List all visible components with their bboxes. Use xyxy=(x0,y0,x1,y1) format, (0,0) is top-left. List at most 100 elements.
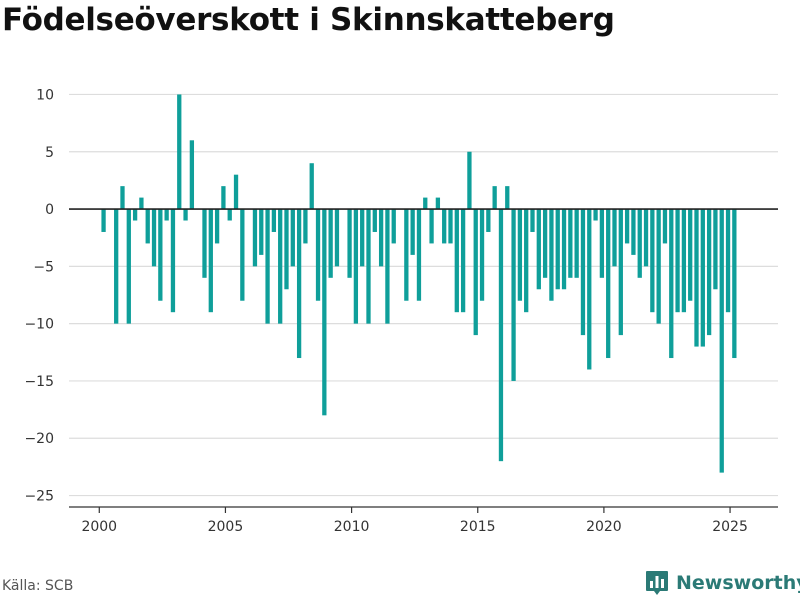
y-tick-label: 5 xyxy=(45,145,54,161)
bar xyxy=(732,209,737,359)
bar xyxy=(271,209,277,232)
bar xyxy=(631,209,636,255)
bar xyxy=(416,209,422,301)
bar xyxy=(309,163,314,210)
bar xyxy=(448,209,453,244)
y-tick-label: 0 xyxy=(45,202,54,218)
bar xyxy=(700,209,705,347)
bar xyxy=(132,209,138,221)
bar xyxy=(624,209,630,244)
bar xyxy=(252,209,258,267)
bar xyxy=(542,209,548,278)
bar xyxy=(612,209,617,267)
bar xyxy=(524,209,529,313)
bar xyxy=(561,209,567,290)
bar xyxy=(404,209,409,301)
bar xyxy=(227,209,232,221)
bar xyxy=(177,94,182,210)
bars xyxy=(101,94,737,473)
bar xyxy=(719,209,724,473)
bar xyxy=(378,209,384,267)
bar xyxy=(328,209,333,278)
bar xyxy=(410,209,415,255)
bar xyxy=(101,209,106,232)
bar xyxy=(322,209,327,416)
bar xyxy=(233,174,239,210)
x-tick-label: 2005 xyxy=(208,519,244,535)
bar xyxy=(372,209,377,232)
bar xyxy=(460,209,466,313)
bar xyxy=(555,209,560,290)
bar xyxy=(713,209,718,290)
bar xyxy=(479,209,485,301)
bar xyxy=(656,209,661,324)
bar xyxy=(360,209,365,267)
bar xyxy=(303,209,308,244)
x-tick-label: 2000 xyxy=(81,519,117,535)
bar xyxy=(473,209,478,336)
y-tick-label: −10 xyxy=(24,317,54,333)
bar xyxy=(151,209,157,267)
bar-chart-speech-bubble-icon xyxy=(646,571,668,595)
bar xyxy=(643,209,649,267)
bar xyxy=(637,209,642,278)
bar xyxy=(706,209,712,336)
bar xyxy=(423,197,428,210)
bar xyxy=(498,209,504,462)
bar xyxy=(467,151,472,210)
bar xyxy=(549,209,554,301)
bar xyxy=(442,209,447,244)
bar xyxy=(511,209,516,381)
bar xyxy=(530,209,535,232)
bar xyxy=(366,209,371,324)
bar xyxy=(145,209,150,244)
bar xyxy=(296,209,302,359)
bar xyxy=(580,209,586,336)
y-axis: 10 5 0 −5 −10 −15 −20 −25 xyxy=(24,87,54,504)
x-tick-label: 2020 xyxy=(586,519,622,535)
bar xyxy=(214,209,220,244)
bar xyxy=(385,209,390,324)
grid-lines xyxy=(69,93,778,497)
bar xyxy=(278,209,283,324)
y-tick-label: −5 xyxy=(33,259,54,275)
bar xyxy=(284,209,289,290)
chart-title: Födelseöverskott i Skinnskatteberg xyxy=(2,2,615,38)
bar xyxy=(650,209,655,313)
bar xyxy=(669,209,674,359)
bar xyxy=(290,209,295,267)
bar xyxy=(347,209,352,278)
bar xyxy=(435,197,441,210)
bar xyxy=(158,209,163,301)
bar xyxy=(126,209,131,324)
bar xyxy=(183,209,188,221)
bar xyxy=(681,209,687,313)
bar xyxy=(694,209,699,347)
bar xyxy=(315,209,321,301)
bar xyxy=(568,209,573,278)
bar xyxy=(164,209,169,221)
bar xyxy=(688,209,693,301)
bar xyxy=(189,140,195,210)
bar xyxy=(202,209,207,278)
bar xyxy=(662,209,668,244)
bar xyxy=(139,197,144,210)
source-note: Källa: SCB xyxy=(2,578,74,594)
bar xyxy=(454,209,459,313)
bar xyxy=(587,209,592,370)
x-tick-label: 2010 xyxy=(334,519,370,535)
bar xyxy=(517,209,523,301)
bar xyxy=(265,209,270,324)
bar xyxy=(574,209,579,278)
bar xyxy=(221,186,226,210)
y-tick-label: −15 xyxy=(24,374,54,390)
bar xyxy=(606,209,611,359)
x-axis: 2000 2005 2010 2015 2020 2025 xyxy=(69,506,778,535)
bar xyxy=(505,186,510,210)
y-tick-label: 10 xyxy=(36,87,54,103)
x-tick-label: 2015 xyxy=(460,519,496,535)
bar xyxy=(675,209,680,313)
bar xyxy=(114,209,119,324)
bar xyxy=(240,209,245,301)
y-tick-label: −20 xyxy=(24,431,54,447)
